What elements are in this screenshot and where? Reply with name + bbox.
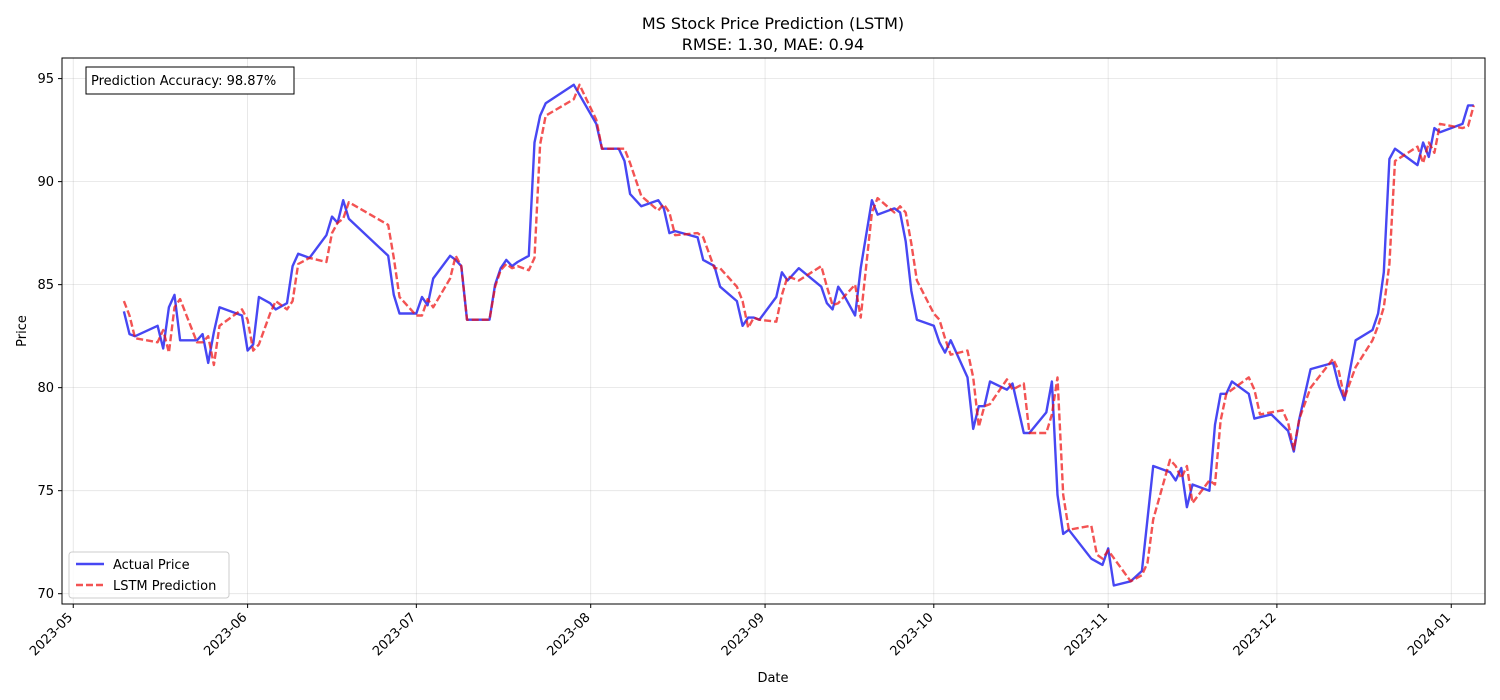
y-tick-label: 85: [37, 278, 54, 293]
legend: Actual Price LSTM Prediction: [68, 551, 230, 599]
legend-frame: [68, 551, 230, 599]
x-tick-label: 2023-07: [370, 610, 419, 659]
legend-label-actual: Actual Price: [113, 558, 190, 573]
x-tick-label: 2023-10: [888, 610, 937, 659]
series-line-actual-price: [122, 83, 1474, 587]
x-tick-label: 2023-06: [201, 610, 250, 659]
chart-title: MS Stock Price Prediction (LSTM): [642, 14, 904, 33]
x-tick-label: 2023-05: [27, 610, 76, 659]
accuracy-annotation: Prediction Accuracy: 98.87%: [85, 66, 295, 95]
grid: [62, 58, 1485, 604]
x-tick-label: 2023-09: [719, 610, 768, 659]
x-tick-label: 2024-01: [1405, 610, 1454, 659]
y-tick-label: 95: [37, 72, 54, 87]
chart-subtitle: RMSE: 1.30, MAE: 0.94: [682, 35, 864, 54]
y-tick-label: 90: [37, 175, 54, 190]
y-axis-label: Price: [15, 315, 30, 347]
annotation-box: [85, 66, 295, 95]
plot-frame: [61, 57, 1486, 605]
x-axis: 2023-05 2023-06 2023-07 2023-08 2023-09 2023-…: [27, 604, 1454, 659]
series-line-lstm-prediction: [122, 83, 1475, 583]
y-tick-label: 80: [37, 381, 54, 396]
series-layer: [122, 83, 1475, 587]
annotation-text: Prediction Accuracy: 98.87%: [91, 74, 276, 89]
y-tick-label: 70: [37, 587, 54, 602]
x-tick-label: 2023-12: [1231, 610, 1280, 659]
x-tick-label: 2023-11: [1062, 610, 1111, 659]
legend-label-prediction: LSTM Prediction: [113, 579, 216, 594]
y-axis: 70 75 80 85 90 95: [37, 72, 62, 602]
x-tick-label: 2023-08: [545, 610, 594, 659]
y-tick-label: 75: [37, 484, 54, 499]
x-axis-label: Date: [757, 671, 788, 686]
